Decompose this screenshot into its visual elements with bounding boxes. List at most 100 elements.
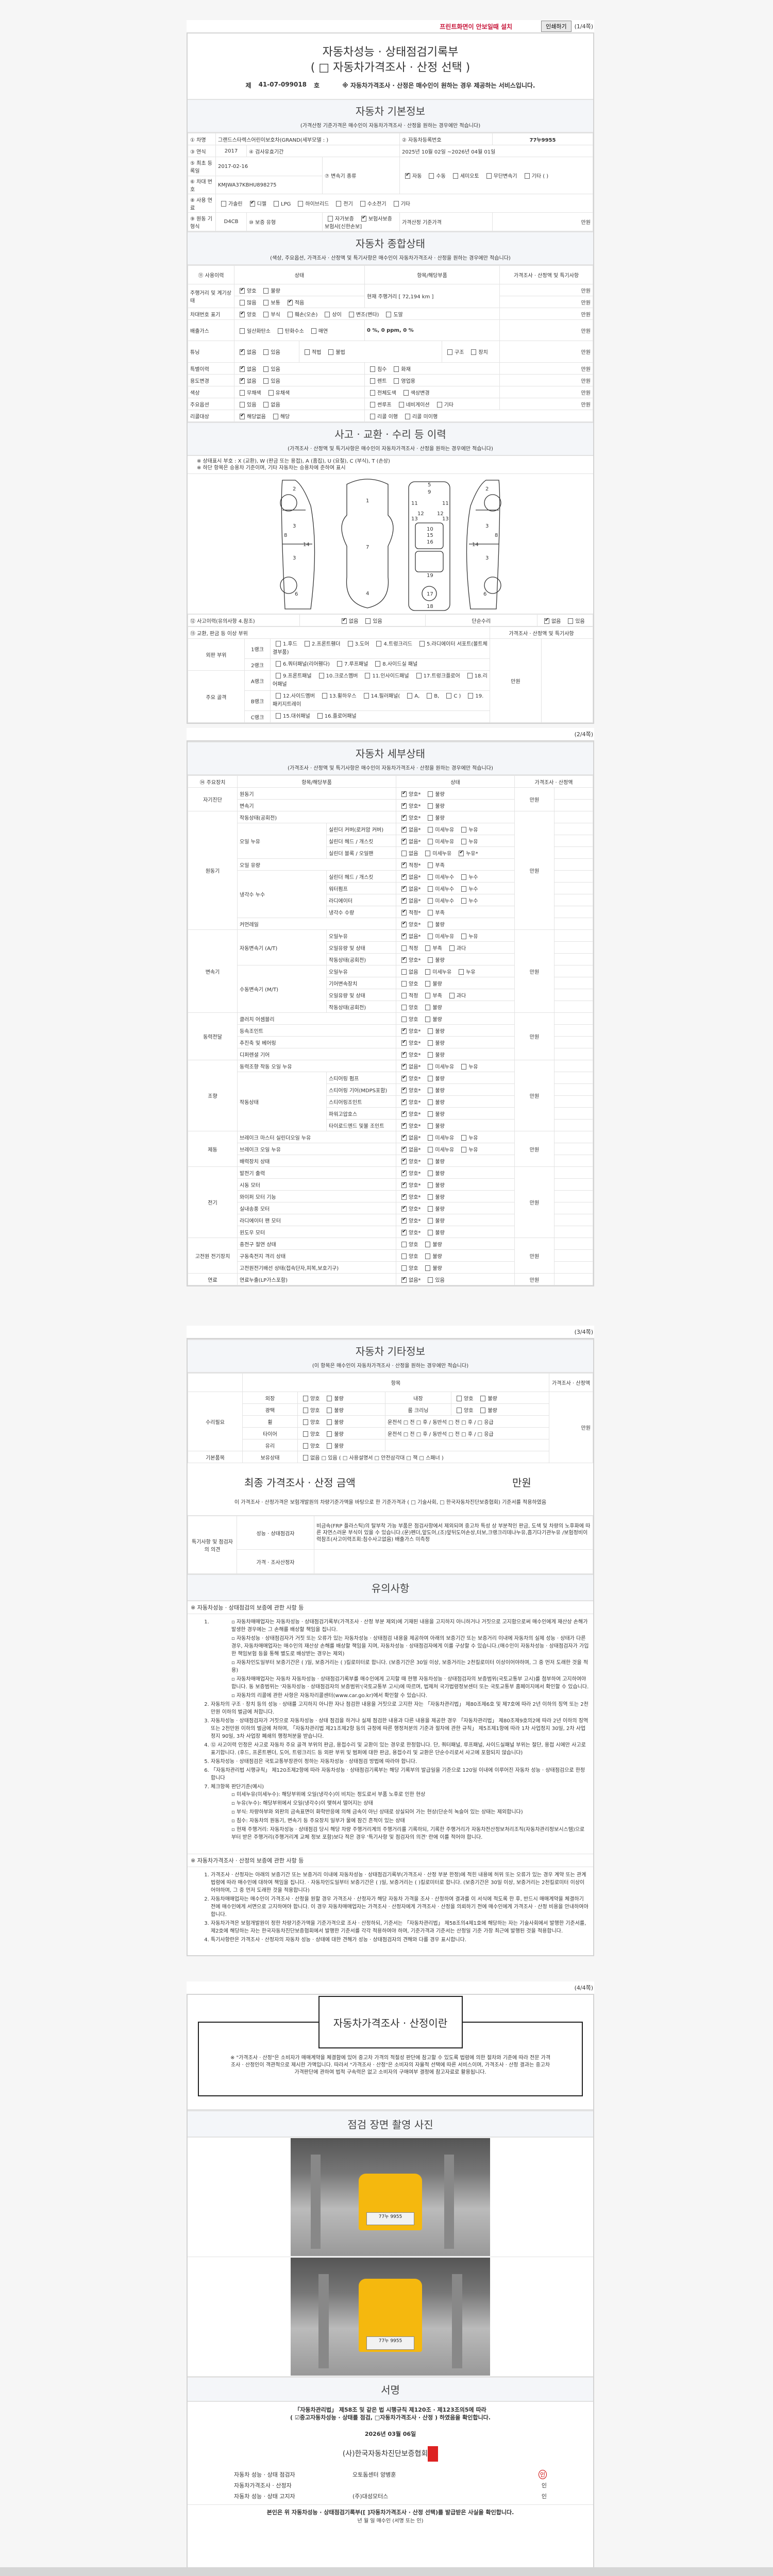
checkbox[interactable] bbox=[405, 413, 410, 419]
checkbox-checked[interactable] bbox=[401, 885, 407, 892]
checkbox[interactable] bbox=[317, 713, 323, 719]
checkbox[interactable] bbox=[428, 1052, 433, 1058]
checkbox[interactable] bbox=[419, 641, 425, 647]
checkbox-checked[interactable] bbox=[401, 921, 407, 927]
checkbox[interactable] bbox=[428, 1040, 433, 1046]
checkbox[interactable] bbox=[471, 349, 477, 355]
checkbox[interactable] bbox=[363, 693, 369, 699]
checkbox-checked[interactable] bbox=[240, 287, 245, 294]
checkbox[interactable] bbox=[273, 413, 278, 419]
checkbox[interactable] bbox=[376, 641, 382, 647]
checkbox-checked[interactable] bbox=[287, 299, 293, 306]
checkbox[interactable] bbox=[375, 661, 381, 667]
checkbox[interactable] bbox=[428, 791, 433, 797]
checkbox[interactable] bbox=[394, 366, 399, 372]
checkbox-checked[interactable] bbox=[401, 838, 407, 844]
checkbox[interactable] bbox=[276, 693, 281, 699]
checkbox[interactable] bbox=[401, 945, 407, 951]
checkbox[interactable] bbox=[276, 661, 281, 667]
checkbox[interactable] bbox=[457, 1395, 462, 1401]
checkbox[interactable] bbox=[428, 1028, 433, 1034]
checkbox-checked[interactable] bbox=[401, 1229, 407, 1235]
checkbox[interactable] bbox=[303, 1395, 308, 1401]
checkbox[interactable] bbox=[428, 1146, 433, 1153]
checkbox[interactable] bbox=[427, 693, 432, 699]
checkbox[interactable] bbox=[365, 673, 371, 679]
checkbox-checked[interactable] bbox=[249, 200, 255, 207]
checkbox[interactable] bbox=[425, 1004, 431, 1010]
checkbox-checked[interactable] bbox=[401, 1181, 407, 1188]
checkbox[interactable] bbox=[347, 641, 353, 647]
checkbox[interactable] bbox=[263, 287, 269, 294]
checkbox-checked[interactable] bbox=[401, 873, 407, 880]
checkbox[interactable] bbox=[428, 1182, 433, 1188]
checkbox[interactable] bbox=[398, 401, 404, 408]
checkbox[interactable] bbox=[303, 1419, 308, 1425]
checkbox-checked[interactable] bbox=[459, 850, 464, 856]
checkbox[interactable] bbox=[425, 1253, 431, 1259]
checkbox[interactable] bbox=[305, 349, 310, 355]
checkbox[interactable] bbox=[327, 1419, 332, 1425]
checkbox-checked[interactable] bbox=[401, 1217, 407, 1224]
checkbox[interactable] bbox=[452, 173, 458, 179]
checkbox[interactable] bbox=[446, 693, 452, 699]
checkbox[interactable] bbox=[401, 969, 407, 975]
checkbox-checked[interactable] bbox=[240, 377, 245, 384]
checkbox[interactable] bbox=[394, 378, 399, 384]
checkbox[interactable] bbox=[428, 826, 433, 833]
checkbox[interactable] bbox=[428, 933, 433, 939]
checkbox[interactable] bbox=[468, 693, 474, 699]
checkbox[interactable] bbox=[327, 1431, 332, 1437]
checkbox[interactable] bbox=[370, 401, 375, 408]
checkbox[interactable] bbox=[449, 992, 455, 998]
print-install-link[interactable]: 프린트화면이 안보일때 설치 bbox=[440, 23, 513, 30]
checkbox[interactable] bbox=[328, 349, 334, 355]
checkbox[interactable] bbox=[428, 1229, 433, 1235]
checkbox[interactable] bbox=[459, 969, 464, 975]
checkbox[interactable] bbox=[428, 1087, 433, 1093]
checkbox-checked[interactable] bbox=[405, 172, 410, 179]
checkbox[interactable] bbox=[429, 173, 434, 179]
checkbox[interactable] bbox=[425, 980, 431, 987]
checkbox-checked[interactable] bbox=[401, 826, 407, 833]
checkbox[interactable] bbox=[425, 1241, 431, 1247]
checkbox[interactable] bbox=[568, 618, 574, 624]
checkbox[interactable] bbox=[428, 1099, 433, 1105]
checkbox[interactable] bbox=[318, 673, 324, 679]
checkbox[interactable] bbox=[428, 1075, 433, 1081]
checkbox-checked[interactable] bbox=[401, 814, 407, 821]
checkbox[interactable] bbox=[401, 1241, 407, 1247]
checkbox[interactable] bbox=[461, 1063, 467, 1070]
checkbox-checked[interactable] bbox=[401, 1276, 407, 1283]
checkbox[interactable] bbox=[348, 311, 354, 317]
checkbox-checked[interactable] bbox=[401, 861, 407, 868]
checkbox[interactable] bbox=[327, 1407, 332, 1413]
checkbox[interactable] bbox=[311, 328, 316, 334]
checkbox[interactable] bbox=[370, 389, 375, 396]
checkbox[interactable] bbox=[425, 1265, 431, 1271]
checkbox[interactable] bbox=[401, 992, 407, 998]
checkbox[interactable] bbox=[322, 693, 327, 699]
print-button[interactable]: 인쇄하기 bbox=[541, 21, 572, 32]
checkbox[interactable] bbox=[447, 349, 452, 355]
checkbox-checked[interactable] bbox=[401, 956, 407, 963]
checkbox[interactable] bbox=[461, 886, 467, 892]
checkbox[interactable] bbox=[449, 945, 455, 951]
checkbox[interactable] bbox=[240, 328, 245, 334]
checkbox[interactable] bbox=[263, 311, 269, 317]
checkbox[interactable] bbox=[276, 713, 281, 719]
checkbox[interactable] bbox=[370, 366, 375, 372]
checkbox[interactable] bbox=[303, 1431, 308, 1437]
checkbox[interactable] bbox=[274, 201, 279, 207]
checkbox[interactable] bbox=[425, 850, 431, 856]
checkbox-checked[interactable] bbox=[401, 1146, 407, 1153]
checkbox[interactable] bbox=[428, 815, 433, 821]
checkbox[interactable] bbox=[428, 1063, 433, 1070]
checkbox-checked[interactable] bbox=[401, 1205, 407, 1212]
checkbox[interactable] bbox=[263, 349, 269, 355]
checkbox[interactable] bbox=[401, 1016, 407, 1022]
checkbox[interactable] bbox=[457, 1407, 462, 1413]
checkbox[interactable] bbox=[428, 1206, 433, 1212]
checkbox[interactable] bbox=[370, 378, 375, 384]
checkbox[interactable] bbox=[428, 1217, 433, 1224]
